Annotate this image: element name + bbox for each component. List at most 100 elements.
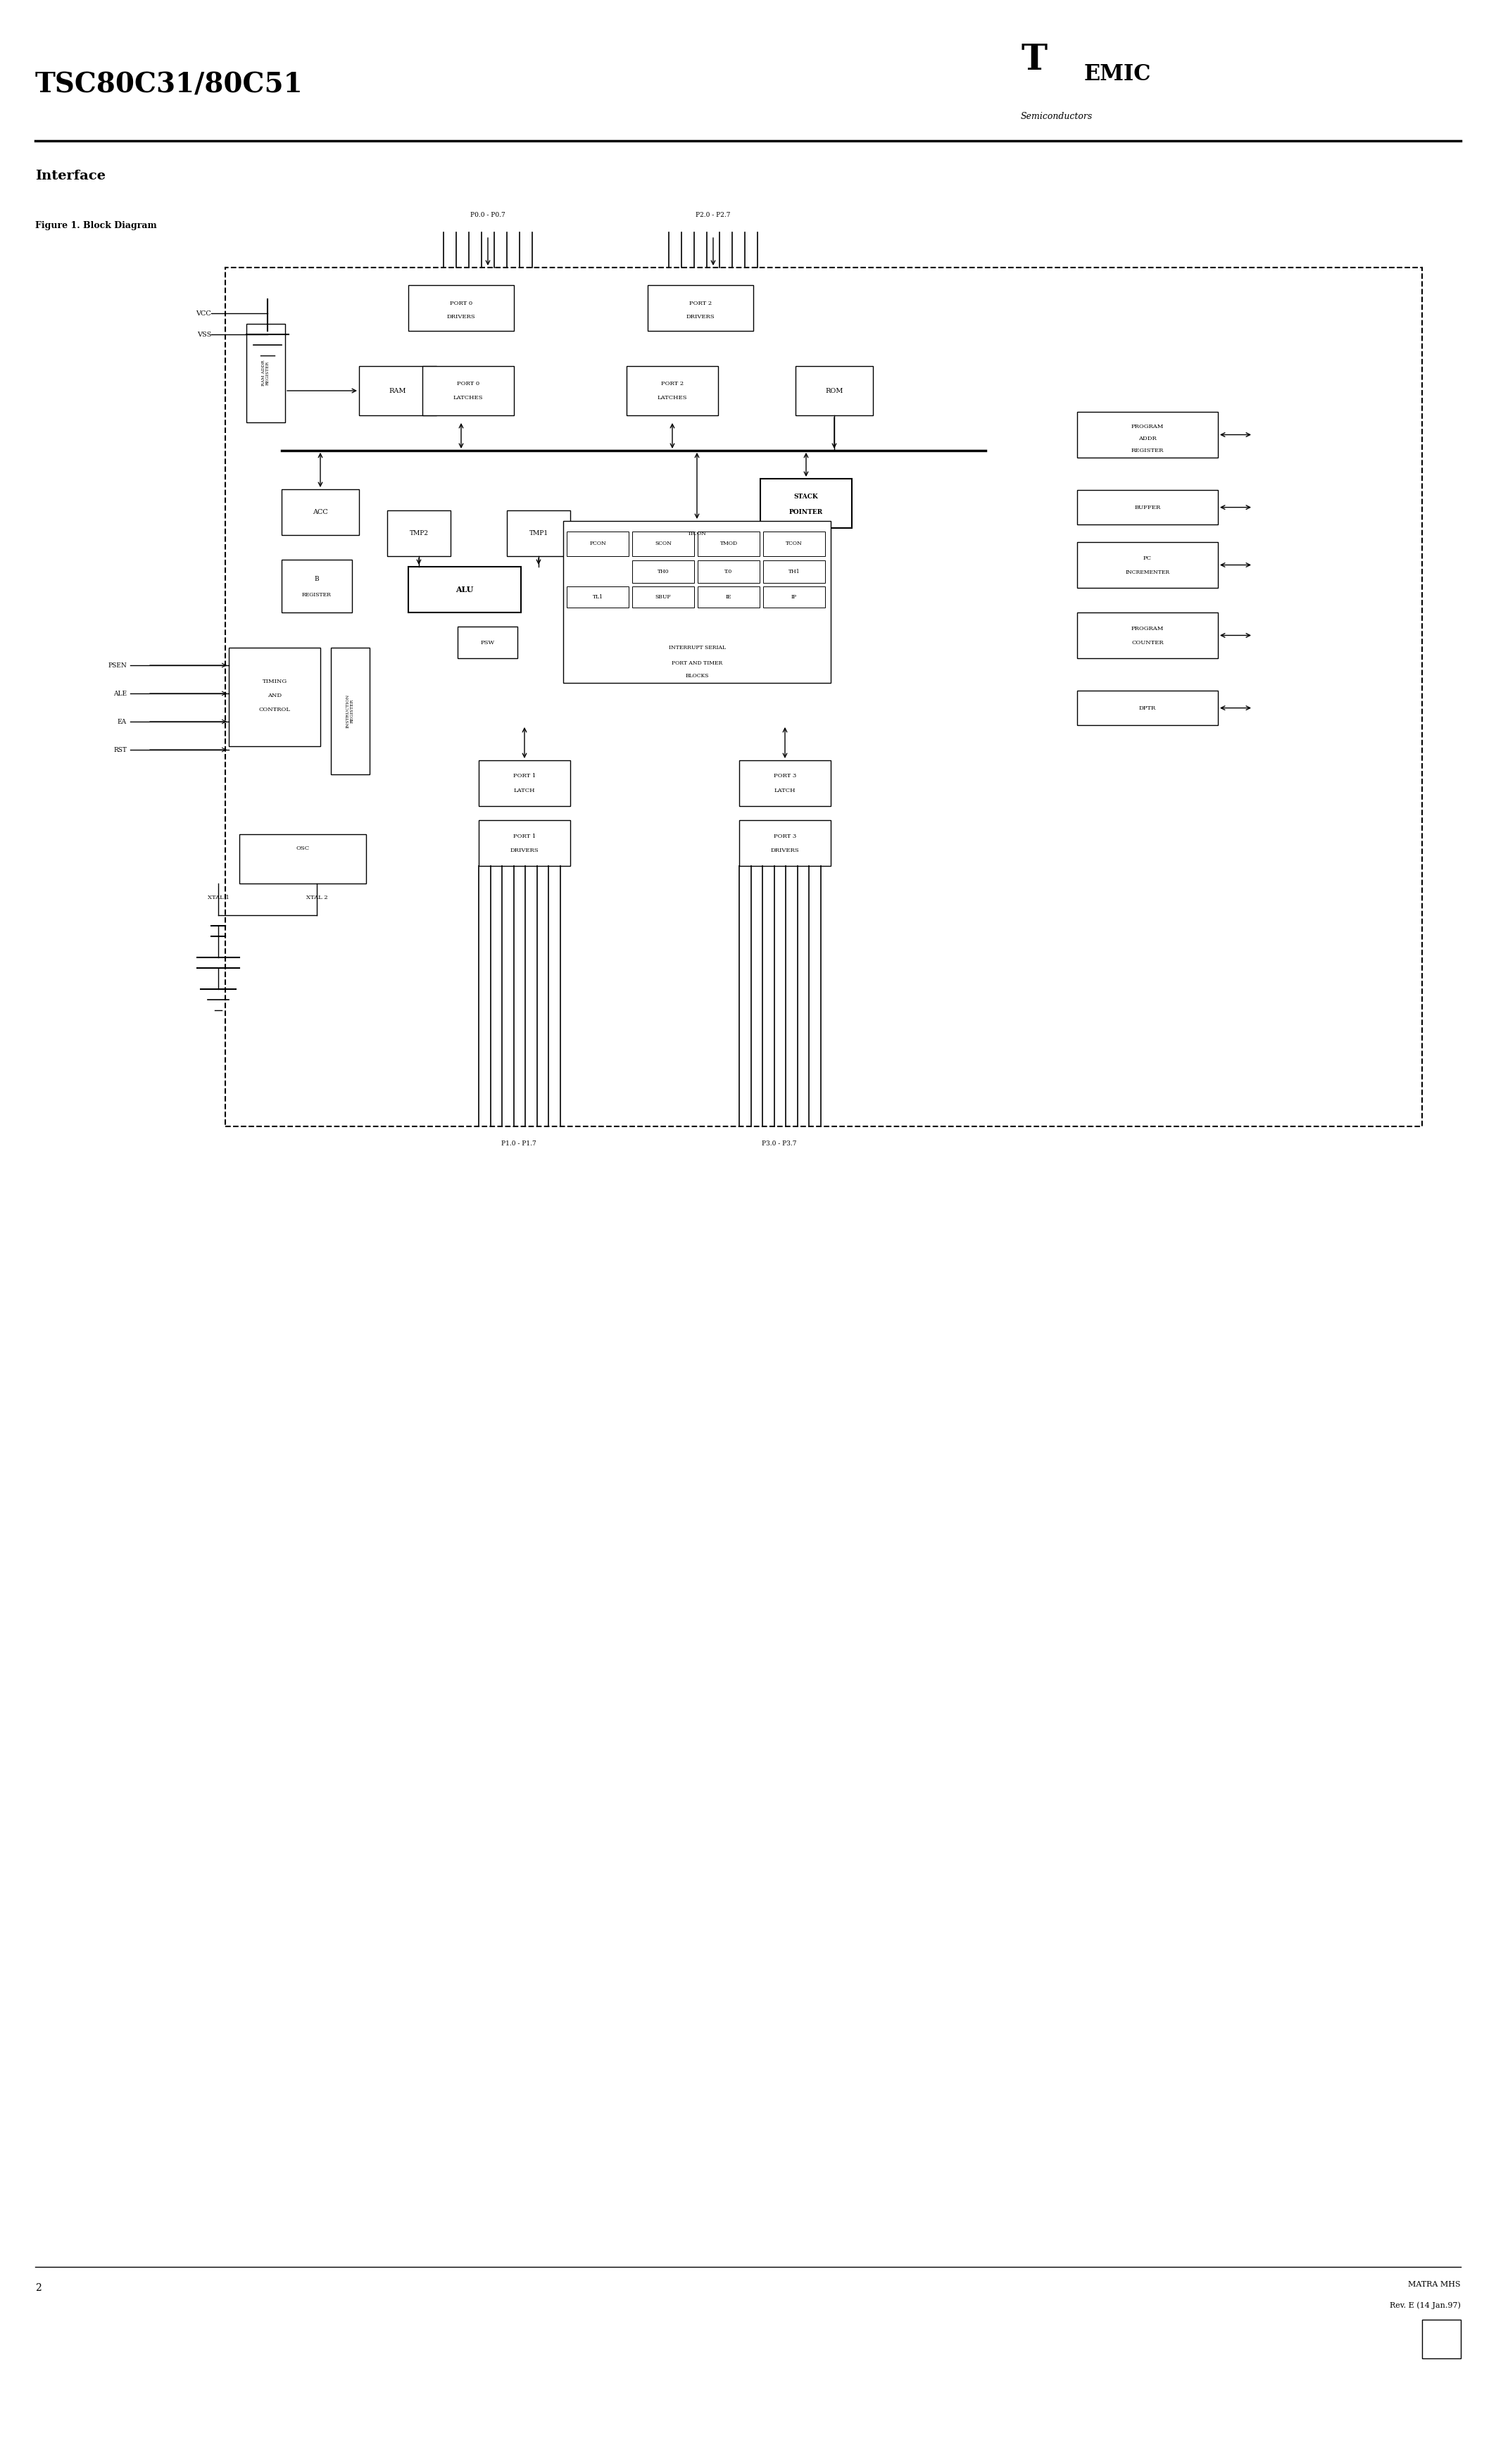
Text: RAM ADDR
REGISTER: RAM ADDR REGISTER — [262, 360, 269, 387]
Text: PSEN: PSEN — [108, 663, 127, 668]
Bar — [627, 367, 718, 416]
Bar — [479, 821, 570, 865]
Text: ALU: ALU — [456, 586, 474, 594]
Text: PORT 2: PORT 2 — [661, 382, 684, 387]
Bar — [422, 367, 515, 416]
Text: XTAL 2: XTAL 2 — [307, 894, 328, 899]
Text: AND: AND — [268, 692, 281, 697]
Text: LATCH: LATCH — [513, 788, 536, 793]
Text: PORT 3: PORT 3 — [773, 774, 796, 779]
Text: P2.0 - P2.7: P2.0 - P2.7 — [696, 212, 730, 219]
Text: LATCHES: LATCHES — [657, 394, 687, 402]
Bar — [1077, 614, 1218, 658]
Text: EA: EA — [118, 719, 127, 724]
Text: IP: IP — [791, 594, 797, 599]
Bar — [697, 532, 760, 557]
Bar — [633, 532, 694, 557]
Text: ADDR: ADDR — [1138, 436, 1156, 441]
Bar — [281, 559, 352, 614]
Bar — [247, 323, 286, 421]
Bar — [763, 532, 826, 557]
Text: TH1: TH1 — [788, 569, 800, 574]
Bar — [331, 648, 370, 774]
Text: SBUF: SBUF — [655, 594, 672, 599]
Text: PORT 1: PORT 1 — [513, 774, 536, 779]
Bar — [1423, 2319, 1460, 2358]
Text: LATCH: LATCH — [775, 788, 796, 793]
Text: IE: IE — [726, 594, 732, 599]
Bar — [697, 559, 760, 584]
Text: ROM: ROM — [826, 387, 844, 394]
Text: CONTROL: CONTROL — [259, 707, 290, 712]
Text: 2: 2 — [36, 2284, 42, 2294]
Text: TIMING: TIMING — [262, 678, 287, 685]
Text: INSTRUCTION
REGISTER: INSTRUCTION REGISTER — [347, 695, 355, 727]
Bar — [479, 761, 570, 806]
Text: PC: PC — [1143, 554, 1152, 562]
Text: DRIVERS: DRIVERS — [770, 848, 799, 853]
Bar — [1077, 542, 1218, 589]
Text: OSC: OSC — [296, 845, 310, 850]
Bar — [763, 559, 826, 584]
Text: PORT AND TIMER: PORT AND TIMER — [672, 660, 723, 665]
Bar — [648, 286, 754, 330]
Text: T: T — [1020, 42, 1047, 76]
Text: POINTER: POINTER — [790, 508, 823, 515]
Text: TMP1: TMP1 — [530, 530, 548, 537]
Text: REGISTER: REGISTER — [1131, 448, 1164, 453]
Bar — [226, 269, 1423, 1126]
Bar — [567, 532, 628, 557]
Text: TL1: TL1 — [592, 594, 603, 599]
Text: INTERRUPT SERIAL: INTERRUPT SERIAL — [669, 646, 726, 650]
Text: PROGRAM: PROGRAM — [1131, 626, 1164, 631]
Text: BUFFER: BUFFER — [1134, 505, 1161, 510]
Text: RAM: RAM — [389, 387, 407, 394]
Bar — [281, 490, 359, 535]
Text: PROGRAM: PROGRAM — [1131, 424, 1164, 429]
Bar — [562, 520, 830, 683]
Text: DRIVERS: DRIVERS — [510, 848, 539, 853]
Text: SCON: SCON — [655, 542, 672, 547]
Text: DRIVERS: DRIVERS — [687, 313, 715, 320]
Text: STACK: STACK — [794, 493, 818, 500]
Bar — [697, 586, 760, 609]
Text: Figure 1. Block Diagram: Figure 1. Block Diagram — [36, 222, 157, 229]
Bar — [408, 286, 515, 330]
Bar — [760, 478, 851, 527]
Text: TH0: TH0 — [657, 569, 669, 574]
Text: PCON: PCON — [589, 542, 606, 547]
Text: XTAL 1: XTAL 1 — [208, 894, 229, 899]
Text: T.0: T.0 — [724, 569, 733, 574]
Text: Rev. E (14 Jan.97): Rev. E (14 Jan.97) — [1390, 2301, 1460, 2309]
Text: TCON: TCON — [785, 542, 802, 547]
Text: ACC: ACC — [313, 510, 328, 515]
Text: PORT 0: PORT 0 — [456, 382, 480, 387]
Text: EMIC: EMIC — [1085, 64, 1152, 84]
Bar — [239, 835, 367, 885]
Text: B: B — [314, 577, 319, 582]
Text: PSW: PSW — [480, 641, 495, 646]
Text: Interface: Interface — [36, 170, 106, 182]
Text: LATCHES: LATCHES — [453, 394, 483, 402]
Text: P0.0 - P0.7: P0.0 - P0.7 — [470, 212, 506, 219]
Text: VSS: VSS — [197, 330, 211, 338]
Text: DPTR: DPTR — [1138, 705, 1156, 710]
Text: TICON: TICON — [688, 530, 706, 537]
Text: Semiconductors: Semiconductors — [1020, 111, 1092, 121]
Text: REGISTER: REGISTER — [302, 591, 332, 596]
Bar — [1077, 690, 1218, 724]
Bar — [408, 567, 521, 614]
Bar — [633, 586, 694, 609]
Text: P3.0 - P3.7: P3.0 - P3.7 — [761, 1141, 797, 1146]
Bar — [739, 761, 830, 806]
Bar — [229, 648, 320, 747]
Text: PORT 0: PORT 0 — [450, 301, 473, 306]
Bar — [458, 626, 518, 658]
Bar — [739, 821, 830, 865]
Text: BLOCKS: BLOCKS — [685, 673, 709, 678]
Text: TSC80C31/80C51: TSC80C31/80C51 — [36, 71, 304, 99]
Text: TMP2: TMP2 — [410, 530, 428, 537]
Text: DRIVERS: DRIVERS — [447, 313, 476, 320]
Text: PORT 2: PORT 2 — [690, 301, 712, 306]
Text: PORT 1: PORT 1 — [513, 833, 536, 838]
